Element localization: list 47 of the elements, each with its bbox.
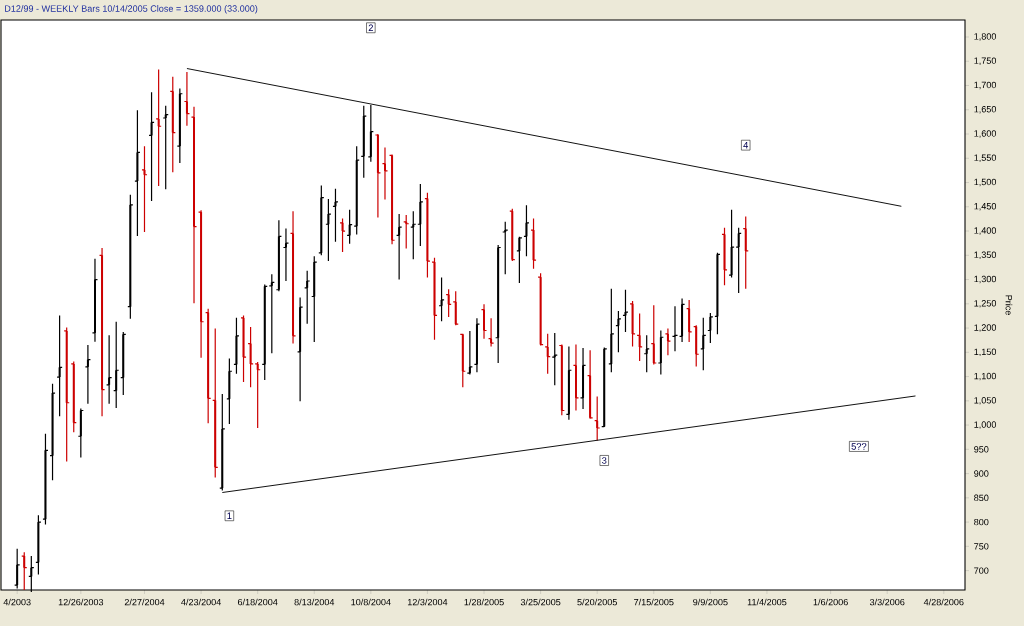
x-tick-label: 4/23/2004 (181, 598, 221, 606)
x-tick-label: 10/8/2004 (351, 598, 391, 606)
y-tick-label: 1,550 (974, 154, 997, 163)
y-tick-label: 1,600 (974, 130, 997, 138)
annotation: 5?? (851, 443, 867, 450)
y-tick-label: 1,250 (974, 300, 997, 308)
annotation: 4 (743, 141, 749, 149)
x-tick-label: 6/18/2004 (237, 598, 278, 606)
x-tick-label: 3/3/2006 (869, 598, 905, 606)
y-tick-label: 1,350 (974, 251, 997, 260)
y-tick-label: 1,100 (974, 372, 997, 381)
x-tick-label: 5/20/2005 (577, 598, 617, 606)
y-tick-label: 1,050 (974, 397, 997, 405)
x-tick-label: 11/4/2005 (747, 598, 787, 606)
x-tick-label: 12/3/2004 (407, 598, 448, 606)
x-tick-label: 9/9/2005 (693, 598, 728, 606)
x-tick-label: 7/15/2005 (634, 598, 674, 606)
x-tick-label: 4/2003 (3, 598, 31, 606)
y-tick-label: 800 (974, 518, 989, 526)
y-tick-label: 700 (974, 567, 989, 574)
y-tick-label: 1,200 (974, 324, 997, 332)
y-tick-label: 950 (974, 446, 989, 453)
x-tick-label: 12/26/2003 (58, 598, 104, 606)
y-tick-label: 1,450 (974, 203, 997, 211)
y-tick-label: 1,650 (974, 106, 997, 114)
y-tick-label: 1,000 (974, 421, 997, 429)
chart-title: D12/99 - WEEKLY Bars 10/14/2005 Close = 1359.000 (33.000) (5, 5, 258, 14)
y-tick-label: 1,500 (974, 178, 997, 187)
y-tick-label: 900 (974, 470, 989, 477)
annotation: 3 (602, 457, 607, 464)
y-tick-label: 1,800 (974, 33, 997, 41)
y-tick-label: 850 (974, 494, 989, 502)
annotation: 2 (368, 24, 373, 32)
y-tick-label: 1,150 (974, 348, 997, 357)
x-tick-label: 4/28/2006 (923, 598, 964, 606)
y-tick-label: 1,700 (974, 81, 997, 90)
y-tick-label: 1,400 (974, 227, 997, 235)
y-tick-label: 1,750 (974, 57, 997, 65)
x-tick-label: 8/13/2004 (294, 598, 335, 606)
x-tick-label: 2/27/2004 (124, 598, 165, 606)
annotation: 1 (227, 512, 232, 519)
x-tick-label: 1/28/2005 (464, 598, 504, 606)
x-tick-label: 3/25/2005 (520, 598, 561, 606)
y-tick-label: 750 (974, 543, 989, 550)
x-tick-label: 1/6/2006 (813, 598, 848, 606)
y-tick-label: 1,300 (974, 275, 997, 284)
y-axis-title: Price (1005, 295, 1013, 315)
